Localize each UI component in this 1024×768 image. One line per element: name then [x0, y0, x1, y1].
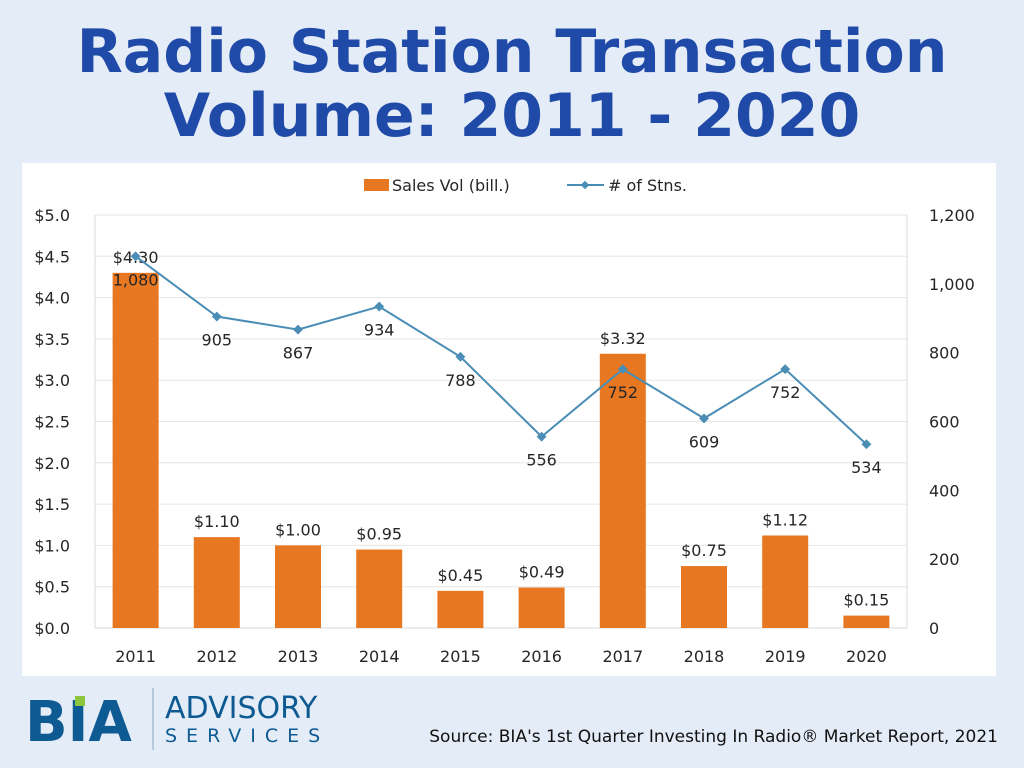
bar — [112, 272, 159, 628]
x-axis-tick: 2015 — [440, 647, 481, 666]
left-axis-tick: $0.0 — [34, 619, 70, 638]
bar-data-label: $1.10 — [194, 512, 240, 531]
bar — [762, 535, 809, 628]
line-point — [536, 431, 547, 442]
chart-container: $0.0 $0.5 $1.0 $1.5 $2.0 $2.5 $3.0 $3.5 $4.0 $4.5… — [22, 163, 996, 676]
bar — [356, 549, 403, 628]
bar — [518, 587, 565, 628]
right-axis-tick: 600 — [929, 413, 960, 432]
line-point — [861, 439, 872, 450]
x-axis-tick: 2020 — [846, 647, 887, 666]
x-axis-tick: 2011 — [115, 647, 156, 666]
left-axis-tick: $1.0 — [34, 536, 70, 555]
bar-data-label: $1.00 — [275, 520, 321, 539]
bar-data-label: $3.32 — [600, 329, 646, 348]
bar — [193, 537, 240, 628]
line-point — [293, 324, 303, 335]
bar-data-label: $0.95 — [356, 525, 402, 544]
line-data-label: 609 — [689, 432, 720, 451]
bar-data-label: $0.15 — [843, 591, 889, 610]
bar — [599, 353, 646, 628]
bar — [275, 545, 321, 628]
line-point — [130, 251, 141, 262]
line-data-label: 752 — [608, 383, 639, 402]
left-axis-tick: $2.5 — [34, 413, 70, 432]
x-axis-tick: 2016 — [521, 647, 562, 666]
bar-data-label: $1.12 — [762, 510, 808, 529]
right-axis-tick: 400 — [929, 481, 960, 500]
bar-data-label: $0.75 — [681, 541, 727, 560]
legend-marker-line — [580, 180, 590, 190]
legend-swatch-bar — [364, 179, 389, 191]
right-axis-tick: 0 — [929, 619, 939, 638]
right-axis-tick: 200 — [929, 550, 960, 569]
legend-label-line: # of Stns. — [608, 176, 687, 195]
left-axis-tick: $2.0 — [34, 454, 70, 473]
svg-text:SERVICES: SERVICES — [165, 725, 325, 747]
x-axis-tick: 2013 — [278, 647, 319, 666]
left-axis-tick: $4.5 — [34, 247, 70, 266]
legend-label-bar: Sales Vol (bill.) — [392, 176, 510, 195]
x-axis-tick: 2019 — [765, 647, 806, 666]
page-title: Radio Station Transaction Volume: 2011 -… — [0, 20, 1024, 148]
right-axis-tick: 1,200 — [929, 206, 975, 225]
line-data-label: 788 — [445, 371, 476, 390]
bar-data-label: $0.45 — [437, 566, 483, 585]
x-axis-tick: 2012 — [196, 647, 237, 666]
bar — [437, 590, 484, 628]
line-point — [374, 301, 385, 312]
line-data-label: 534 — [851, 458, 882, 477]
bar — [843, 615, 890, 628]
bia-logo: BIA ADVISORY SERVICES — [25, 686, 325, 755]
title-line-1: Radio Station Transaction — [76, 17, 948, 87]
line-series — [135, 255, 868, 445]
x-axis-tick: 2017 — [602, 647, 643, 666]
svg-text:ADVISORY: ADVISORY — [165, 691, 318, 726]
combo-chart: $0.0 $0.5 $1.0 $1.5 $2.0 $2.5 $3.0 $3.5 $4.0 $4.5… — [34, 176, 975, 666]
line-point — [699, 413, 709, 424]
line-data-label: 905 — [202, 331, 233, 350]
bar — [681, 566, 727, 628]
left-axis-tick: $0.5 — [34, 578, 70, 597]
line-point — [780, 364, 791, 375]
left-axis-tick: $1.5 — [34, 495, 70, 514]
left-axis-tick: $4.0 — [34, 289, 70, 308]
line-point — [617, 364, 628, 375]
line-data-label: 867 — [283, 344, 314, 363]
left-axis-tick: $3.5 — [34, 330, 70, 349]
title-line-2: Volume: 2011 - 2020 — [163, 81, 861, 151]
right-axis-tick: 800 — [929, 344, 960, 363]
line-data-label: 934 — [364, 321, 395, 340]
bar-data-label: $0.49 — [519, 563, 565, 582]
line-point — [211, 311, 222, 322]
left-axis-tick: $5.0 — [34, 206, 70, 225]
left-axis-tick: $3.0 — [34, 371, 70, 390]
x-axis-tick: 2018 — [684, 647, 725, 666]
line-data-label: 1,080 — [113, 270, 159, 289]
line-data-label: 752 — [770, 383, 801, 402]
line-data-label: 556 — [526, 451, 557, 470]
x-axis-tick: 2014 — [359, 647, 400, 666]
source-note: Source: BIA's 1st Quarter Investing In R… — [429, 727, 998, 747]
right-axis-tick: 1,000 — [929, 275, 975, 294]
